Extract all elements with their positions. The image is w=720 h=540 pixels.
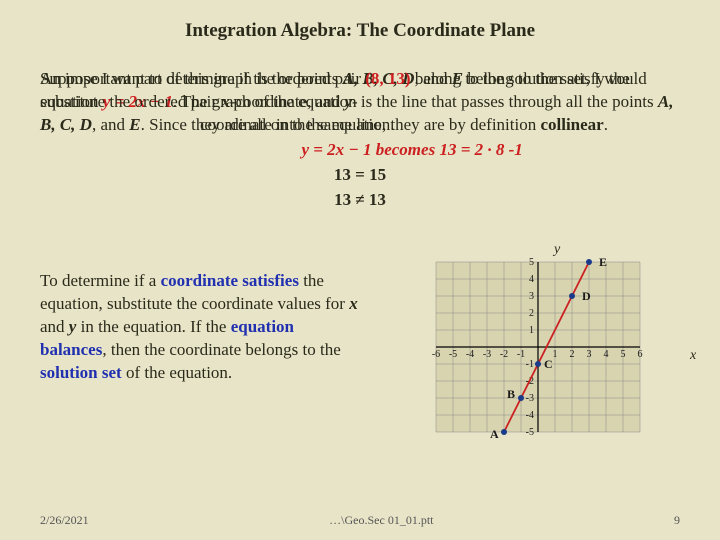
svg-text:1: 1 [553, 349, 558, 360]
svg-text:E: E [599, 258, 607, 269]
svg-text:2: 2 [529, 308, 534, 319]
exp-x: x [349, 294, 358, 313]
exp-t1: To determine if a [40, 271, 161, 290]
svg-text:3: 3 [587, 349, 592, 360]
l2-t1: Suppose I want to determine if the order… [40, 69, 365, 88]
x-axis-label: x [690, 348, 696, 364]
y-axis-label: y [554, 242, 560, 258]
page-title: Integration Algebra: The Coordinate Plan… [0, 0, 720, 42]
svg-text:-3: -3 [483, 349, 491, 360]
svg-text:D: D [582, 289, 591, 303]
svg-text:4: 4 [604, 349, 609, 360]
paragraph-layer-2: Suppose I want to determine if the order… [40, 68, 680, 212]
l2-pair: (8, 13) [365, 69, 410, 88]
l2-eqline: y = 2x − 1 becomes 13 = 2 · 8 -1 [301, 140, 522, 159]
svg-text:A: A [490, 427, 499, 441]
svg-text:-2: -2 [500, 349, 508, 360]
svg-text:6: 6 [638, 349, 643, 360]
exp-c3: solution set [40, 363, 122, 382]
svg-text:5: 5 [529, 258, 534, 268]
svg-text:4: 4 [529, 274, 534, 285]
footer-page: 9 [674, 513, 680, 528]
footer-date: 2/26/2021 [40, 513, 89, 528]
exp-t5: , then the coordinate belongs to the [102, 340, 340, 359]
svg-text:-1: -1 [517, 349, 525, 360]
l2-t3: coordinate into the equation. [200, 115, 395, 134]
svg-text:1: 1 [529, 325, 534, 336]
overlapping-paragraphs: An important part of this graph is the p… [40, 68, 680, 238]
footer: 2/26/2021 …\Geo.Sec 01_01.ptt 9 [40, 513, 680, 528]
svg-text:B: B [507, 387, 515, 401]
l2-x: x [221, 92, 230, 111]
exp-c1: coordinate satisfies [161, 271, 299, 290]
svg-text:3: 3 [529, 291, 534, 302]
svg-text:2: 2 [570, 349, 575, 360]
svg-text:-4: -4 [526, 410, 534, 421]
svg-text:-3: -3 [526, 393, 534, 404]
l2-t2b: -coordinate, and [230, 92, 345, 111]
exp-t6: of the equation. [122, 363, 232, 382]
svg-text:5: 5 [621, 349, 626, 360]
l2-t2c: - [352, 92, 358, 111]
l2-y: y [344, 92, 352, 111]
explanation-paragraph: To determine if a coordinate satisfies t… [40, 270, 360, 385]
graph-svg: -6-5-4-3-2-1123456-5-4-3-2-112345ABCDE [412, 258, 670, 452]
svg-text:-4: -4 [466, 349, 474, 360]
coordinate-plane-graph: y x -6-5-4-3-2-1123456-5-4-3-2-112345ABC… [412, 258, 670, 457]
footer-path: …\Geo.Sec 01_01.ptt [329, 513, 433, 528]
l2-m1: 13 = 15 [40, 164, 680, 187]
svg-text:-6: -6 [432, 349, 440, 360]
svg-text:-5: -5 [449, 349, 457, 360]
svg-text:-5: -5 [526, 427, 534, 438]
svg-text:C: C [544, 357, 553, 371]
exp-t4: in the equation. If the [76, 317, 230, 336]
exp-t3: and [40, 317, 69, 336]
l2-t1b: belong to the [411, 69, 504, 88]
l2-m2: 13 ≠ 13 [40, 189, 680, 212]
svg-text:-1: -1 [526, 359, 534, 370]
